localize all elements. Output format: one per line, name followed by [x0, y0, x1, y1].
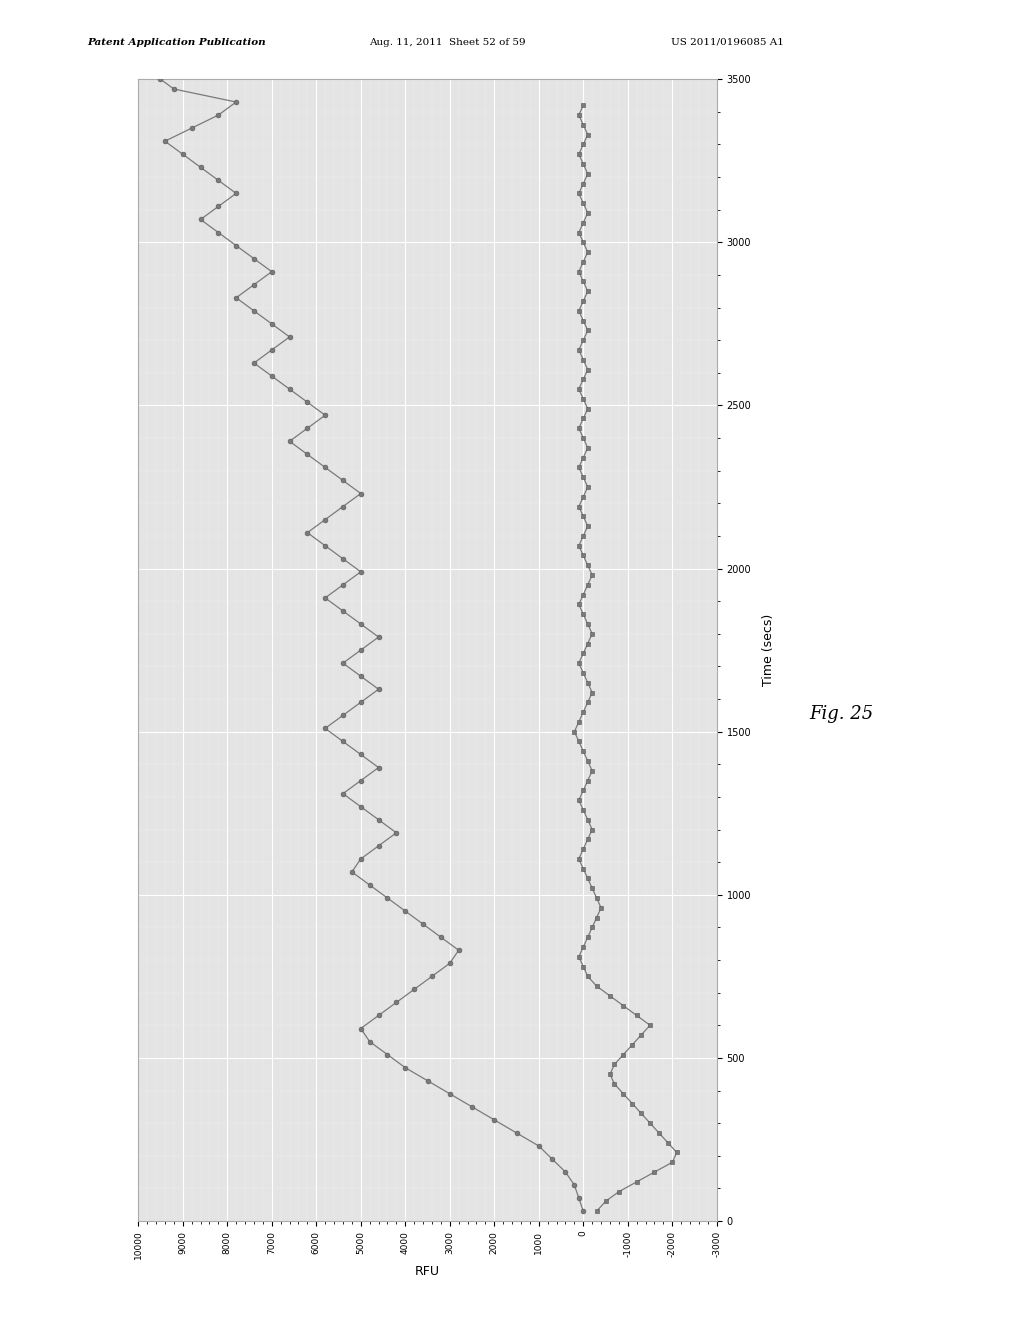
Text: Fig. 25: Fig. 25: [809, 705, 873, 723]
Y-axis label: Time (secs): Time (secs): [763, 614, 775, 686]
Text: US 2011/0196085 A1: US 2011/0196085 A1: [671, 38, 783, 48]
Text: Aug. 11, 2011  Sheet 52 of 59: Aug. 11, 2011 Sheet 52 of 59: [369, 38, 525, 48]
X-axis label: RFU: RFU: [415, 1265, 440, 1278]
Text: Patent Application Publication: Patent Application Publication: [87, 38, 265, 48]
